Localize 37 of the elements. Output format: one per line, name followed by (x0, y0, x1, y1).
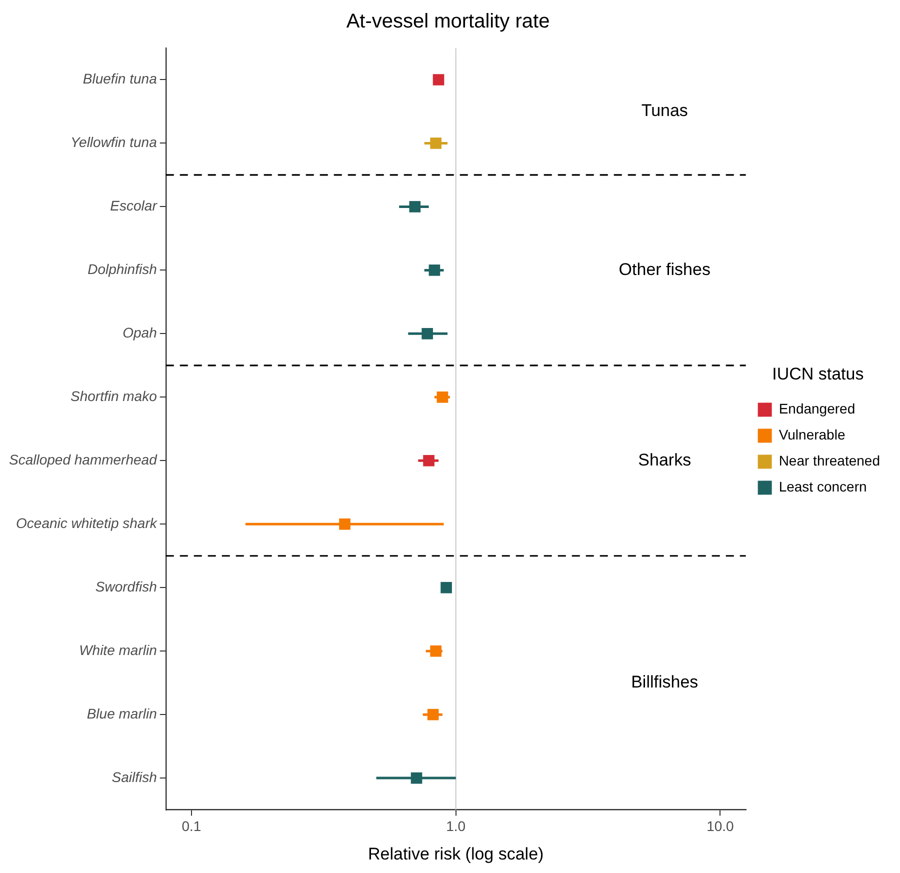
y-tick-label: Escolar (110, 198, 158, 214)
y-tick-label: Opah (122, 324, 158, 341)
y-tick-label: Blue marlin (86, 705, 158, 722)
point (427, 708, 439, 720)
x-tick-label: 0.1 (182, 818, 202, 834)
y-tick-label: Sailfish (112, 768, 158, 785)
point (440, 582, 452, 594)
y-tick-label: White marlin (79, 642, 158, 658)
annotation: Sharks (638, 450, 692, 470)
point (428, 264, 440, 276)
point (436, 392, 448, 403)
annotation: Other fishes (618, 260, 710, 279)
point (410, 772, 422, 784)
x-axis-title: Relative risk (log scale) (368, 844, 544, 864)
legend-label: Vulnerable (778, 426, 846, 443)
point (432, 74, 444, 86)
annotation: Billfishes (631, 672, 698, 692)
legend-label: Endangered (778, 400, 856, 417)
annotation: Tunas (641, 101, 688, 120)
legend-title: IUCN status (772, 364, 864, 384)
legend-label: Least concern (778, 478, 867, 495)
x-tick-label: 10.0 (706, 818, 734, 834)
chart-title: At-vessel mortality rate (346, 10, 550, 33)
point (430, 138, 442, 149)
point (430, 645, 442, 657)
y-tick-label: Bluefin tuna (82, 70, 158, 87)
legend-label: Near threatened (778, 452, 880, 469)
x-tick-label: 1.0 (446, 818, 466, 834)
y-tick-label: Swordfish (95, 578, 158, 594)
point (422, 328, 433, 340)
y-tick-label: Shortfin mako (70, 388, 158, 404)
y-tick-label: Dolphinfish (88, 261, 158, 278)
y-tick-label: Yellowfin tuna (70, 134, 158, 150)
y-tick-label: Scalloped hammerhead (8, 452, 158, 468)
point (409, 201, 421, 212)
y-tick-label: Oceanic whitetip shark (16, 515, 158, 532)
point (423, 454, 434, 466)
